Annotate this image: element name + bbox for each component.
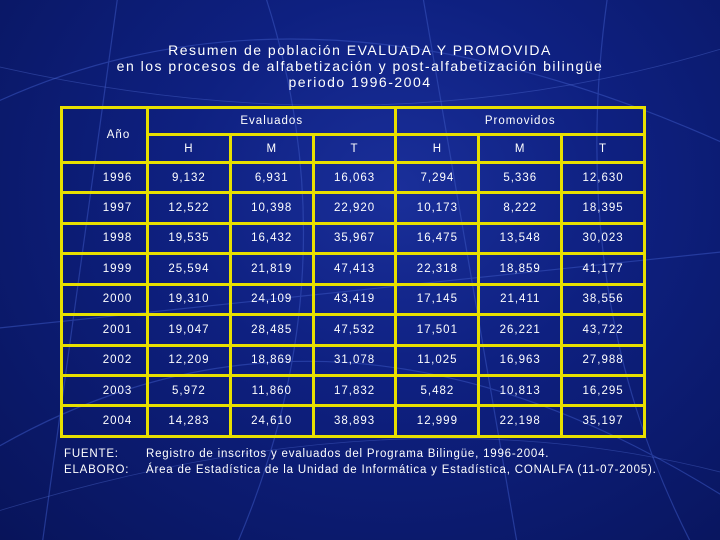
evaluados-group-header: Evaluados (145, 105, 398, 137)
value-cell: 5,336 (477, 160, 564, 195)
page-title: Resumen de población EVALUADA Y PROMOVID… (0, 42, 720, 90)
table-header-row-1: Año Evaluados Promovidos (60, 105, 646, 164)
value-cell: 22,318 (394, 252, 481, 286)
year-cell: 1997 (60, 191, 149, 225)
promovidos-group-header: Promovidos (394, 105, 646, 137)
year-cell: 2004 (60, 404, 149, 438)
table-row: 2004 14,283 24,610 38,893 12,999 22,198 35,197 (60, 404, 646, 438)
value-cell: 16,432 (228, 221, 315, 256)
year-cell: 2001 (60, 313, 149, 347)
value-cell: 11,860 (228, 373, 315, 408)
value-cell: 35,197 (560, 404, 646, 438)
value-cell: 13,548 (477, 221, 564, 256)
value-cell: 19,047 (146, 313, 232, 347)
value-cell: 41,177 (560, 252, 646, 286)
value-cell: 18,859 (477, 252, 564, 286)
year-header: Año (60, 106, 149, 164)
subheader-evaluados-t: T (311, 133, 398, 164)
population-table: Año Evaluados Promovidos H M T H M T 199… (60, 105, 646, 438)
value-cell: 14,283 (146, 404, 232, 438)
value-cell: 18,869 (228, 343, 315, 378)
value-cell: 16,063 (311, 160, 398, 195)
year-cell: 2002 (60, 343, 149, 378)
table-row: 1997 12,522 10,398 22,920 10,173 8,222 18,395 (60, 191, 646, 225)
subheader-evaluados-h: H (146, 133, 232, 164)
value-cell: 47,413 (311, 252, 398, 286)
year-cell: 2003 (60, 373, 149, 408)
source-notes: FUENTE: Registro de inscritos y evaluado… (64, 448, 657, 480)
elaboro-row: ELABORO: Área de Estadística de la Unida… (64, 464, 657, 480)
value-cell: 7,294 (394, 160, 481, 195)
subheader-promovidos-t: T (560, 133, 646, 164)
elaboro-label: ELABORO: (64, 464, 130, 476)
value-cell: 11,025 (394, 343, 481, 378)
value-cell: 24,610 (228, 404, 315, 438)
value-cell: 31,078 (311, 343, 398, 378)
value-cell: 28,485 (228, 313, 315, 347)
year-cell: 2000 (60, 282, 149, 317)
value-cell: 22,920 (311, 191, 398, 225)
subheader-promovidos-m: M (477, 133, 564, 164)
value-cell: 16,475 (394, 221, 481, 256)
value-cell: 6,931 (228, 160, 315, 195)
table-row: 1996 9,132 6,931 16,063 7,294 5,336 12,630 (60, 160, 646, 195)
table-row: 2001 19,047 28,485 47,532 17,501 26,221 43,722 (60, 313, 646, 347)
fuente-text: Registro de inscritos y evaluados del Pr… (146, 448, 550, 460)
subheader-promovidos-h: H (394, 133, 481, 164)
fuente-row: FUENTE: Registro de inscritos y evaluado… (64, 448, 657, 464)
value-cell: 25,594 (146, 252, 232, 286)
value-cell: 12,522 (146, 191, 232, 225)
table-row: 1999 25,594 21,819 47,413 22,318 18,859 41,177 (60, 252, 646, 286)
value-cell: 9,132 (146, 160, 232, 195)
value-cell: 10,398 (228, 191, 315, 225)
value-cell: 38,556 (560, 282, 646, 317)
value-cell: 12,209 (146, 343, 232, 378)
year-cell: 1998 (60, 221, 149, 256)
value-cell: 30,023 (560, 221, 646, 256)
value-cell: 19,310 (146, 282, 232, 317)
table-row: 1998 19,535 16,432 35,967 16,475 13,548 30,023 (60, 221, 646, 256)
elaboro-text: Área de Estadística de la Unidad de Info… (146, 464, 657, 476)
table-row: 2000 19,310 24,109 43,419 17,145 21,411 38,556 (60, 282, 646, 317)
year-cell: 1999 (60, 252, 149, 286)
value-cell: 22,198 (477, 404, 564, 438)
value-cell: 17,501 (394, 313, 481, 347)
fuente-label: FUENTE: (64, 448, 119, 460)
table-row: 2002 12,209 18,869 31,078 11,025 16,963 27,988 (60, 343, 646, 378)
value-cell: 21,819 (228, 252, 315, 286)
value-cell: 16,295 (560, 373, 646, 408)
value-cell: 10,813 (477, 373, 564, 408)
value-cell: 5,972 (146, 373, 232, 408)
table-row: 2003 5,972 11,860 17,832 5,482 10,813 16,295 (60, 373, 646, 408)
value-cell: 27,988 (560, 343, 646, 378)
value-cell: 43,722 (560, 313, 646, 347)
table-header-row-2: H M T H M T (62, 133, 646, 164)
subheader-evaluados-m: M (228, 133, 315, 164)
value-cell: 12,999 (394, 404, 481, 438)
value-cell: 17,145 (394, 282, 481, 317)
value-cell: 26,221 (477, 313, 564, 347)
table-body: 1996 9,132 6,931 16,063 7,294 5,336 12,630 1997… (60, 160, 646, 438)
value-cell: 21,411 (477, 282, 564, 317)
value-cell: 35,967 (311, 221, 398, 256)
title-line-1: Resumen de población EVALUADA Y PROMOVID… (168, 42, 552, 58)
year-cell: 1996 (60, 160, 149, 195)
value-cell: 10,173 (394, 191, 481, 225)
value-cell: 12,630 (560, 160, 646, 195)
value-cell: 24,109 (228, 282, 315, 317)
year-header-label: Año (106, 128, 131, 141)
value-cell: 38,893 (311, 404, 398, 438)
value-cell: 5,482 (394, 373, 481, 408)
value-cell: 18,395 (560, 191, 646, 225)
value-cell: 43,419 (311, 282, 398, 317)
value-cell: 8,222 (477, 191, 564, 225)
value-cell: 16,963 (477, 343, 564, 378)
value-cell: 19,535 (146, 221, 232, 256)
value-cell: 47,532 (311, 313, 398, 347)
value-cell: 17,832 (311, 373, 398, 408)
title-line-2: en los procesos de alfabetización y post… (116, 58, 604, 74)
title-line-3: periodo 1996-2004 (288, 74, 432, 90)
